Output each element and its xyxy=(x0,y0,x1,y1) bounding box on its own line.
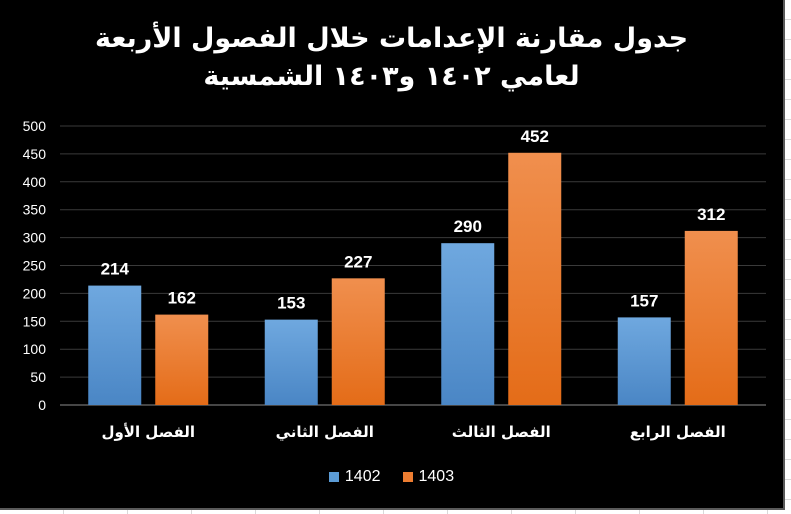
legend-item-1403: 1403 xyxy=(402,468,455,486)
y-tick-label-0: 0 xyxy=(38,397,46,413)
data-label-1402-2: 153 xyxy=(277,294,305,313)
x-tick-label-2: الفصل الثاني xyxy=(276,423,374,441)
y-tick-label-250: 250 xyxy=(23,258,47,274)
data-label-1403-1: 162 xyxy=(168,289,196,308)
bar-1403-4 xyxy=(684,230,738,405)
bar-1402-2 xyxy=(264,319,318,405)
data-label-1403-3: 452 xyxy=(521,127,549,146)
y-tick-label-350: 350 xyxy=(23,202,47,218)
chart-title-line-2: لعامي ١٤٠٢ و١٤٠٣ الشمسية xyxy=(203,61,580,92)
y-tick-label-100: 100 xyxy=(23,341,47,357)
legend-swatch-1403 xyxy=(402,472,413,482)
bar-1403-3 xyxy=(508,152,562,405)
y-tick-label-300: 300 xyxy=(23,230,47,246)
data-label-1403-4: 312 xyxy=(697,205,725,224)
legend-label-1403: 1403 xyxy=(418,468,455,485)
x-tick-label-4: الفصل الرابع xyxy=(630,423,726,441)
bar-1402-4 xyxy=(617,317,671,405)
legend-label-1402: 1402 xyxy=(344,468,381,485)
data-label-1402-4: 157 xyxy=(630,291,658,310)
chart-title: جدول مقارنة الإعدامات خلال الفصول الأربع… xyxy=(0,20,783,96)
bar-1402-3 xyxy=(441,243,495,405)
data-label-1402-1: 214 xyxy=(101,260,130,279)
bar-1403-2 xyxy=(331,278,385,405)
y-tick-label-450: 450 xyxy=(23,146,47,162)
x-tick-label-3: الفصل الثالث xyxy=(452,423,551,441)
chart-title-line-1: جدول مقارنة الإعدامات خلال الفصول الأربع… xyxy=(94,23,689,54)
legend-item-1402: 1402 xyxy=(328,468,381,486)
legend: 1402 1403 xyxy=(0,468,783,486)
plot-area: 0 50 100 150 200 250 300 350 400 450 500 214 162 الفص… xyxy=(23,118,766,441)
bar-1403-1 xyxy=(155,314,209,405)
legend-swatch-1402 xyxy=(328,472,339,482)
y-tick-label-500: 500 xyxy=(23,118,47,134)
y-tick-label-150: 150 xyxy=(23,313,47,329)
y-tick-label-50: 50 xyxy=(30,369,46,385)
y-tick-label-400: 400 xyxy=(23,174,47,190)
data-label-1403-2: 227 xyxy=(344,252,372,271)
y-tick-label-200: 200 xyxy=(23,285,47,301)
bar-1402-1 xyxy=(88,285,142,405)
data-label-1402-3: 290 xyxy=(454,217,482,236)
x-tick-label-1: الفصل الأول xyxy=(101,423,195,441)
